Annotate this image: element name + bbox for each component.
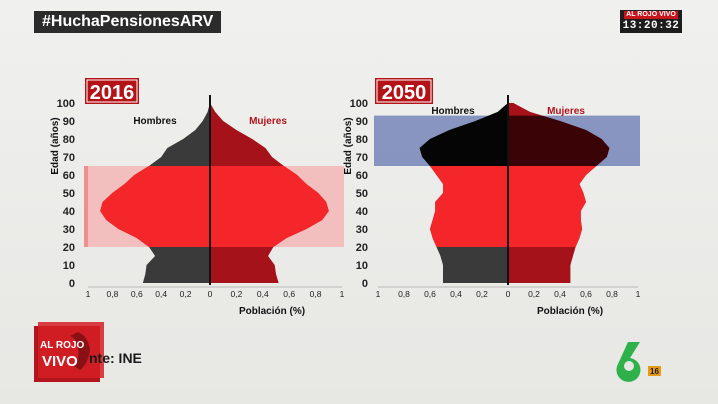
y-tick-label: 90 [63,116,75,128]
highlight-edge [84,166,88,247]
x-tick-label: 0,2 [180,289,192,299]
y-tick-label: 0 [362,278,368,290]
y-tick-label: 30 [356,224,368,236]
y-tick-label: 90 [356,116,368,128]
y-tick-label: 70 [356,152,368,164]
y-tick-label: 100 [350,98,368,110]
x-tick-label: 0,2 [528,289,540,299]
x-tick-label: 1 [86,289,91,299]
y-tick-label: 50 [63,188,75,200]
channel-bug: AL ROJO VIVO 13:20:32 [620,10,682,33]
x-tick-label: 0,8 [398,289,410,299]
hashtag-label: #HuchaPensionesARV [34,11,222,33]
year-badge [375,78,433,104]
mujeres-area [210,103,329,283]
x-tick-label: 1 [340,289,345,299]
x-tick-label: 0,6 [424,289,436,299]
logo-text-bottom: VIVO [42,353,78,370]
y-tick-label: 70 [63,152,75,164]
x-tick-label: 1 [376,289,381,299]
year-badge-border [86,79,138,103]
year-badge [85,78,139,104]
x-tick-label: 0,6 [131,289,143,299]
show-logo: AL ROJO VIVO [34,322,104,382]
mujeres-label: Mujeres [547,106,585,117]
year-title: 2050 [382,82,427,104]
x-tick-label: 0,2 [476,289,488,299]
y-tick-label: 40 [63,206,75,218]
y-tick-label: 20 [356,242,368,254]
x-tick-label: 0 [208,289,213,299]
x-axis-label: Población (%) [537,306,603,317]
x-axis-label: Población (%) [239,306,305,317]
year-title: 2016 [90,82,135,104]
year-badge-border [376,79,432,103]
y-tick-label: 10 [63,260,75,272]
x-tick-label: 0,2 [230,289,242,299]
hombres-label: Hombres [133,116,177,127]
y-axis-label: Edad (años) [343,117,354,174]
x-tick-label: 0,4 [450,289,462,299]
x-tick-label: 0,4 [155,289,167,299]
bug-clock: 13:20:32 [622,20,680,32]
y-tick-label: 60 [63,170,75,182]
y-tick-label: 10 [356,260,368,272]
x-tick-label: 0,8 [106,289,118,299]
hombres-label: Hombres [431,106,475,117]
y-tick-label: 60 [356,170,368,182]
x-tick-label: 0,6 [283,289,295,299]
logo-text-top: AL ROJO [40,340,84,351]
mujeres-working [508,166,610,247]
y-tick-label: 0 [69,278,75,290]
x-tick-label: 0,8 [606,289,618,299]
x-tick-label: 0,6 [580,289,592,299]
y-tick-label: 50 [356,188,368,200]
x-tick-label: 0 [506,289,511,299]
y-tick-label: 100 [57,98,75,110]
y-tick-label: 40 [356,206,368,218]
hombres-working [419,166,508,247]
y-axis-label: Edad (años) [50,117,61,174]
x-tick-label: 1 [636,289,641,299]
rating-badge: 16 [650,367,659,376]
y-tick-label: 80 [63,134,75,146]
x-tick-label: 0,4 [257,289,269,299]
y-tick-label: 30 [63,224,75,236]
source-label: nte: INE [89,350,142,366]
y-tick-label: 20 [63,242,75,254]
y-tick-label: 80 [356,134,368,146]
x-tick-label: 0,4 [554,289,566,299]
x-tick-label: 0,8 [310,289,322,299]
lasexta-logo: 16 [616,342,661,382]
mujeres-label: Mujeres [249,116,287,127]
bug-brand: AL ROJO VIVO [624,11,678,19]
